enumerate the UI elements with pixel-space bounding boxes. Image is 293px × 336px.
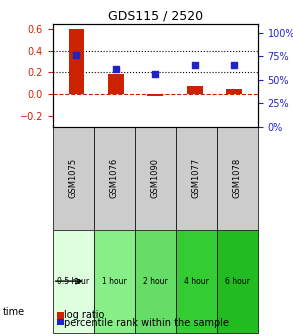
Text: GSM1077: GSM1077 <box>192 158 201 198</box>
Text: 6 hour: 6 hour <box>225 277 250 286</box>
Bar <box>226 89 242 94</box>
FancyBboxPatch shape <box>217 127 258 229</box>
Title: GDS115 / 2520: GDS115 / 2520 <box>108 9 203 23</box>
Point <box>74 52 79 58</box>
Text: 2 hour: 2 hour <box>143 277 168 286</box>
Point <box>193 62 197 68</box>
Bar <box>69 29 84 94</box>
Point <box>153 72 158 77</box>
FancyBboxPatch shape <box>94 229 135 333</box>
Bar <box>187 86 203 94</box>
Bar <box>108 75 124 94</box>
FancyBboxPatch shape <box>176 127 217 229</box>
Bar <box>147 94 163 96</box>
Text: time: time <box>3 307 25 317</box>
FancyBboxPatch shape <box>53 127 94 229</box>
Text: 1 hour: 1 hour <box>102 277 127 286</box>
Point <box>113 66 118 71</box>
Text: GSM1076: GSM1076 <box>110 158 119 198</box>
FancyBboxPatch shape <box>135 229 176 333</box>
Text: GSM1075: GSM1075 <box>69 158 78 198</box>
FancyBboxPatch shape <box>94 127 135 229</box>
Point <box>232 62 236 68</box>
Text: log ratio: log ratio <box>64 310 105 320</box>
FancyBboxPatch shape <box>135 127 176 229</box>
Text: 4 hour: 4 hour <box>184 277 209 286</box>
Text: 0.5 hour: 0.5 hour <box>57 277 89 286</box>
Text: GSM1090: GSM1090 <box>151 158 160 198</box>
Text: GSM1078: GSM1078 <box>233 158 242 198</box>
FancyBboxPatch shape <box>176 229 217 333</box>
FancyBboxPatch shape <box>217 229 258 333</box>
Text: percentile rank within the sample: percentile rank within the sample <box>64 318 229 328</box>
FancyBboxPatch shape <box>53 229 94 333</box>
